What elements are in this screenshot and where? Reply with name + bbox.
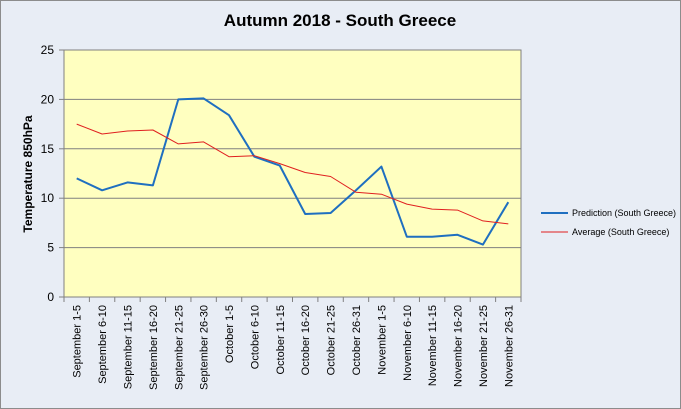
x-tick-label: September 26-30 <box>199 305 211 390</box>
chart-title: Autumn 2018 - South Greece <box>224 11 456 30</box>
legend: Prediction (South Greece) Average (South … <box>541 208 676 237</box>
x-tick-label: October 11-15 <box>275 305 287 375</box>
x-tick-label: October 21-25 <box>326 305 338 375</box>
y-tick-label: 20 <box>41 92 55 106</box>
y-axis-ticks: 0 5 10 15 20 25 <box>41 43 64 304</box>
x-tick-label: November 16-20 <box>453 305 465 387</box>
y-tick-label: 15 <box>41 142 55 156</box>
x-tick-label: September 6-10 <box>97 305 109 384</box>
x-tick-label: October 26-31 <box>351 305 363 375</box>
legend-label: Prediction (South Greece) <box>572 208 676 218</box>
x-tick-label: October 6-10 <box>249 305 261 369</box>
series-lines <box>76 97 510 246</box>
x-tick-label: November 6-10 <box>402 305 414 381</box>
x-tick-label: November 1-5 <box>376 305 388 375</box>
x-tick-label: October 1-5 <box>224 305 236 363</box>
x-tick-label: September 1-5 <box>72 305 84 378</box>
y-axis-label: Temperature 850hPa <box>21 115 35 232</box>
x-tick-label: November 26-31 <box>503 305 515 387</box>
y-tick-label: 10 <box>41 191 55 205</box>
x-tick-label: November 21-25 <box>478 305 490 387</box>
x-axis-ticks: September 1-5 September 6-10 September 11-… <box>63 297 522 390</box>
x-tick-label: September 16-20 <box>148 305 160 390</box>
x-tick-label: October 16-20 <box>300 305 312 375</box>
y-tick-label: 25 <box>41 43 55 57</box>
x-tick-label: September 21-25 <box>173 305 185 390</box>
y-tick-label: 0 <box>47 290 54 304</box>
legend-label: Average (South Greece) <box>572 227 669 237</box>
series-line <box>76 123 509 225</box>
plot-area <box>63 49 522 298</box>
y-tick-label: 5 <box>47 241 54 255</box>
series-line <box>76 97 510 246</box>
x-tick-label: November 11-15 <box>427 305 439 386</box>
x-tick-label: September 11-15 <box>122 305 134 389</box>
